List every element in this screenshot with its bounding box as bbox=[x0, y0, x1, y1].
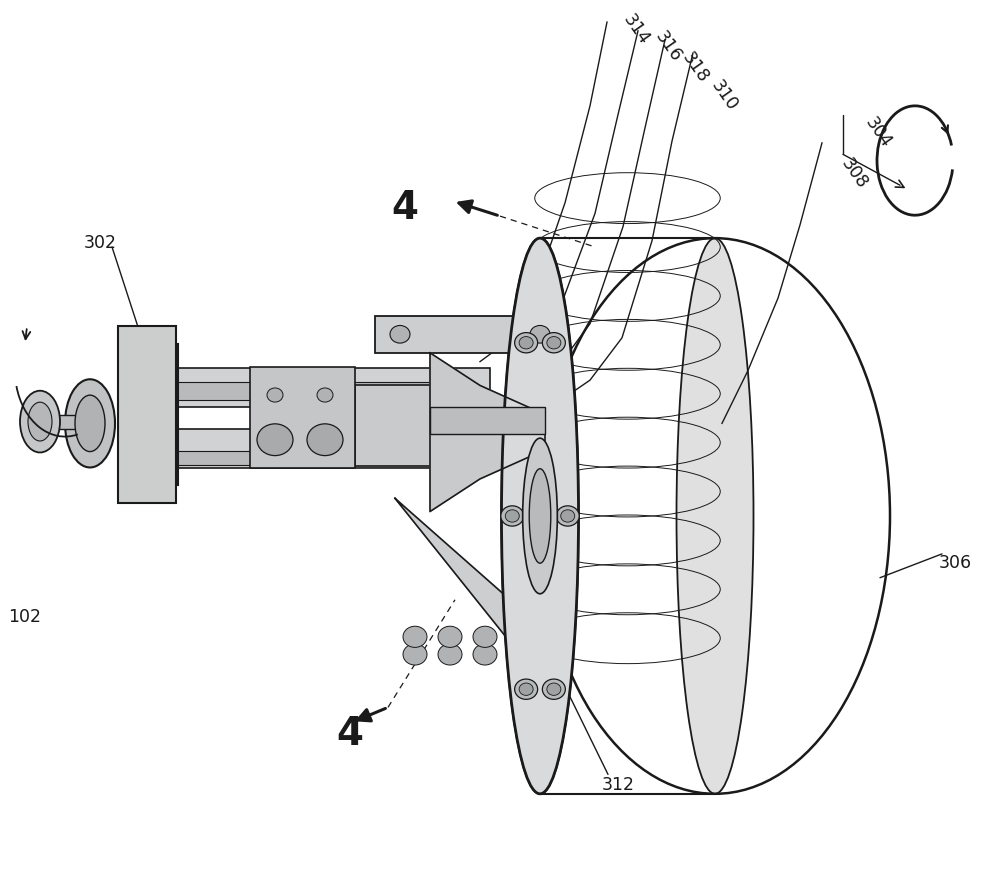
Circle shape bbox=[547, 683, 561, 695]
Ellipse shape bbox=[676, 238, 754, 794]
Circle shape bbox=[267, 388, 283, 402]
Circle shape bbox=[150, 455, 170, 473]
Circle shape bbox=[556, 506, 579, 526]
Circle shape bbox=[530, 325, 550, 343]
Bar bbox=[430, 407, 545, 434]
Text: 102: 102 bbox=[8, 609, 42, 626]
Circle shape bbox=[542, 679, 565, 699]
Circle shape bbox=[128, 356, 148, 374]
Circle shape bbox=[473, 644, 497, 665]
Text: 310: 310 bbox=[707, 77, 741, 114]
Ellipse shape bbox=[75, 395, 105, 452]
Bar bbox=[120, 429, 490, 468]
Circle shape bbox=[547, 337, 561, 349]
Circle shape bbox=[128, 455, 148, 473]
Ellipse shape bbox=[502, 238, 578, 794]
Ellipse shape bbox=[502, 238, 578, 794]
Bar bbox=[140, 382, 470, 400]
Text: 4: 4 bbox=[392, 189, 418, 228]
Ellipse shape bbox=[65, 379, 115, 467]
Circle shape bbox=[542, 333, 565, 353]
Circle shape bbox=[317, 388, 333, 402]
Text: 308: 308 bbox=[837, 155, 871, 192]
Ellipse shape bbox=[529, 468, 551, 564]
Polygon shape bbox=[395, 498, 545, 666]
Text: 302: 302 bbox=[84, 234, 116, 251]
Circle shape bbox=[150, 356, 170, 374]
Bar bbox=[140, 452, 470, 466]
Text: 304: 304 bbox=[861, 114, 895, 151]
Bar bbox=[250, 367, 355, 468]
Circle shape bbox=[307, 424, 343, 456]
Ellipse shape bbox=[523, 438, 557, 594]
Circle shape bbox=[501, 506, 524, 526]
Circle shape bbox=[438, 626, 462, 647]
Bar bbox=[118, 326, 176, 503]
Circle shape bbox=[515, 333, 538, 353]
Circle shape bbox=[519, 337, 533, 349]
Circle shape bbox=[403, 644, 427, 665]
Bar bbox=[40, 415, 92, 429]
Circle shape bbox=[561, 510, 575, 522]
Text: 316: 316 bbox=[651, 28, 685, 65]
Polygon shape bbox=[430, 353, 545, 512]
Text: 306: 306 bbox=[938, 554, 972, 572]
Bar bbox=[375, 316, 565, 353]
Bar bbox=[120, 344, 178, 485]
Bar bbox=[355, 385, 440, 466]
Circle shape bbox=[473, 626, 497, 647]
Circle shape bbox=[438, 644, 462, 665]
Circle shape bbox=[505, 510, 519, 522]
Ellipse shape bbox=[20, 391, 60, 452]
Circle shape bbox=[515, 679, 538, 699]
Circle shape bbox=[390, 325, 410, 343]
Ellipse shape bbox=[28, 402, 52, 441]
Circle shape bbox=[519, 683, 533, 695]
Text: 4: 4 bbox=[336, 714, 364, 753]
Text: 318: 318 bbox=[678, 49, 712, 86]
Text: 312: 312 bbox=[602, 776, 635, 794]
Bar bbox=[120, 368, 490, 407]
Circle shape bbox=[257, 424, 293, 456]
Text: 314: 314 bbox=[619, 11, 653, 49]
Circle shape bbox=[403, 626, 427, 647]
